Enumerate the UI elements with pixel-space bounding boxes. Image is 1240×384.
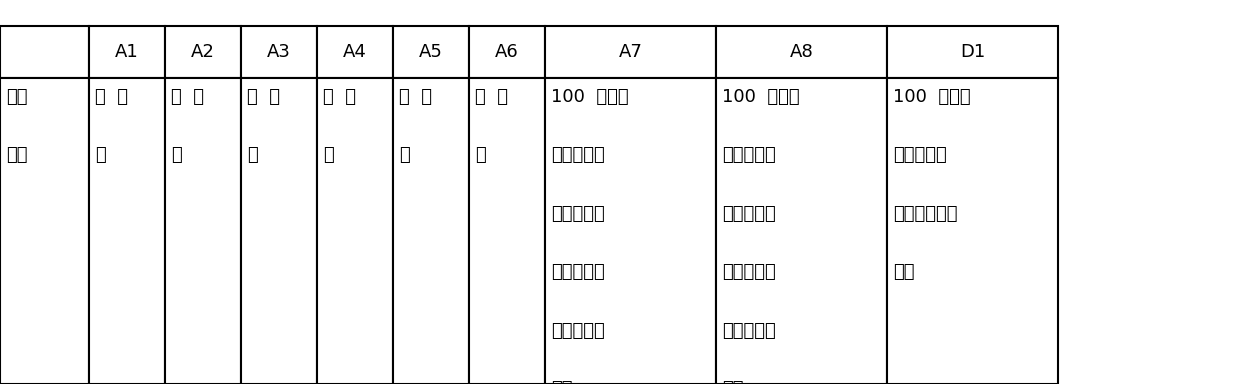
Bar xyxy=(241,78,317,384)
Text: D1: D1 xyxy=(960,43,985,61)
Bar xyxy=(165,78,241,384)
Text: 无  爆

膜: 无 爆 膜 xyxy=(95,88,128,164)
Text: A2: A2 xyxy=(191,43,215,61)
Bar xyxy=(317,78,393,384)
Text: A7: A7 xyxy=(619,43,642,61)
Bar xyxy=(715,26,887,78)
Text: 无  爆

膜: 无 爆 膜 xyxy=(322,88,356,164)
Bar xyxy=(0,26,89,78)
Bar xyxy=(241,26,317,78)
Bar xyxy=(469,78,546,384)
Text: A8: A8 xyxy=(790,43,813,61)
Bar xyxy=(0,78,89,384)
Text: A1: A1 xyxy=(115,43,139,61)
Text: 无  爆

膜: 无 爆 膜 xyxy=(247,88,280,164)
Text: 无  爆

膜: 无 爆 膜 xyxy=(475,88,508,164)
Text: 外观

观察: 外观 观察 xyxy=(6,88,27,164)
Bar xyxy=(469,26,546,78)
Bar xyxy=(89,78,165,384)
Text: A5: A5 xyxy=(419,43,443,61)
Text: A6: A6 xyxy=(495,43,518,61)
Bar xyxy=(393,78,469,384)
Text: A4: A4 xyxy=(343,43,367,61)
Bar xyxy=(887,78,1058,384)
Bar xyxy=(546,78,715,384)
Text: 100  倍显微

镜下膜层有

少许不明显

裂纹，且该

裂纹肉眼不

可见: 100 倍显微 镜下膜层有 少许不明显 裂纹，且该 裂纹肉眼不 可见 xyxy=(551,88,629,384)
Bar xyxy=(317,26,393,78)
Bar xyxy=(715,78,887,384)
Bar xyxy=(165,26,241,78)
Bar xyxy=(89,26,165,78)
Bar xyxy=(393,26,469,78)
Text: 100  倍显微

镜下膜层有

少许不明显

裂纹，且该

裂纹肉眼不

可见: 100 倍显微 镜下膜层有 少许不明显 裂纹，且该 裂纹肉眼不 可见 xyxy=(722,88,800,384)
Bar xyxy=(546,26,715,78)
Text: 无  爆

膜: 无 爆 膜 xyxy=(399,88,432,164)
Text: A3: A3 xyxy=(267,43,291,61)
Text: 无  爆

膜: 无 爆 膜 xyxy=(171,88,205,164)
Bar xyxy=(887,26,1058,78)
Text: 100  倍显微

镜下膜层有

裂口、突起、

脱落: 100 倍显微 镜下膜层有 裂口、突起、 脱落 xyxy=(893,88,971,281)
